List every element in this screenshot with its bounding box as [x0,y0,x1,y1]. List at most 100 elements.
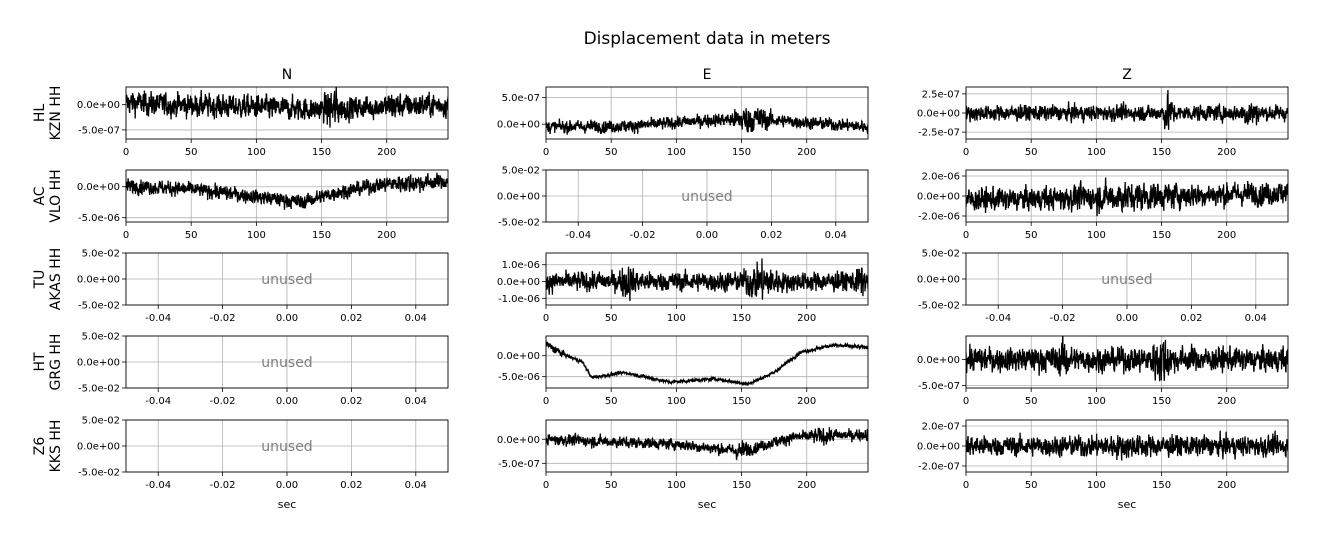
x-tick-label: -0.02 [210,396,236,407]
y-tick-label: 0.0e+00 [77,275,120,286]
y-tick-label: 5.0e-02 [922,249,960,260]
x-tick-label: 0 [963,230,969,241]
figure-title: Displacement data in meters [584,29,831,49]
x-tick-label: 0.02 [340,313,362,324]
panel-frame [965,335,1289,389]
y-tick-label: -5.0e-07 [918,381,960,392]
x-tick-label: 100 [667,147,686,158]
panel-r1-c1: unused -0.04 -0.02 0.00 0.02 0.04 5.0e-02 0.0e+… [497,166,869,241]
x-tick-label: 150 [732,480,751,491]
y-tick-label: 0.0e+00 [77,442,120,453]
row-label-station: KZN HH [48,86,64,141]
x-tick-label: 150 [1152,480,1171,491]
y-tick-label: 5.0e-02 [82,249,120,260]
x-tick-label: 100 [667,396,686,407]
y-tick-label: -5.0e-02 [498,218,540,229]
x-tick-label: 150 [312,147,331,158]
x-tick-label: 0 [543,480,549,491]
x-tick-label: -0.02 [630,230,656,241]
y-tick-label: 0.0e+00 [917,355,960,366]
x-tick-label: 150 [1152,396,1171,407]
x-tick-label: 200 [797,396,816,407]
x-tick-label: 0.04 [1245,313,1267,324]
y-tick-label: 5.0e-07 [502,93,540,104]
row-label-hl: HL KZN HH [32,86,64,141]
x-tick-label: 50 [1025,147,1038,158]
x-tick-label: -0.02 [210,480,236,491]
x-tick-label: 100 [1087,480,1106,491]
row-label-tu: TU AKAS HH [32,248,64,310]
panel-frame [545,335,869,389]
row-label-ht: HT GRG HH [32,334,64,391]
y-tick-label: -2.5e-07 [918,128,960,139]
panel-r2-c0: unused -0.04 -0.02 0.00 0.02 0.04 5.0e-02 0.0e+… [77,249,449,324]
x-tick-label: 200 [797,480,816,491]
y-tick-label: -5.0e-02 [78,468,120,479]
panel-frame [545,419,869,473]
x-tick-label: -0.02 [210,313,236,324]
panel-r4-c0: unused -0.04 -0.02 0.00 0.02 0.04 5.0e-02 0.0e+… [77,416,449,491]
y-tick-label: 1.0e-06 [502,260,540,271]
x-tick-label: 0 [123,147,129,158]
y-tick-label: 2.0e-07 [922,422,960,433]
row-label-network: HL [32,104,48,123]
row-label-station: VLO HH [48,169,64,222]
x-tick-label: 0.00 [276,480,298,491]
y-tick-label: 0.0e+00 [77,100,120,111]
y-tick-label: 0.0e+00 [917,192,960,203]
x-tick-label: 150 [312,230,331,241]
x-tick-label: 150 [732,313,751,324]
waveform-line [546,258,868,302]
y-tick-label: -1.0e-06 [498,294,540,305]
x-tick-label: 200 [797,147,816,158]
x-tick-label: 0 [123,230,129,241]
x-tick-label: 0.02 [760,230,782,241]
x-tick-label: 0.04 [825,230,847,241]
x-tick-label: 100 [1087,147,1106,158]
x-tick-label: 0.04 [405,313,427,324]
x-tick-label: 100 [1087,230,1106,241]
unused-label: unused [261,355,312,371]
x-tick-label: 50 [1025,396,1038,407]
panel-frame [125,169,449,223]
x-tick-label: 50 [185,230,198,241]
y-tick-label: 0.0e+00 [917,275,960,286]
y-tick-label: 0.0e+00 [497,351,540,362]
x-tick-label: 200 [1217,147,1236,158]
x-tick-label: 100 [247,147,266,158]
panel-r4-c2: 0 50 100 150 200 2.0e-07 0.0e+00 -2.0e-07 [917,419,1289,491]
x-tick-label: -0.04 [145,313,171,324]
row-label-network: HT [32,352,48,372]
column-title-z: Z [1122,67,1132,83]
x-tick-label: 150 [732,147,751,158]
panel-r1-c2: 0 50 100 150 200 2.0e-06 0.0e+00 -2.0e-06 [917,169,1289,241]
row-label-network: Z6 [32,437,48,456]
x-tick-label: 100 [667,480,686,491]
y-tick-label: -5.0e-06 [78,213,120,224]
x-tick-label: 100 [1087,396,1106,407]
waveform-line [546,108,868,135]
y-tick-label: 0.0e+00 [917,109,960,120]
x-tick-label: 200 [377,147,396,158]
waveform-line [966,336,1288,382]
column-title-e: E [703,67,712,83]
y-tick-label: 0.0e+00 [77,358,120,369]
y-tick-label: -2.0e-06 [918,212,960,223]
x-tick-label: 50 [1025,480,1038,491]
x-tick-label: 0.02 [340,480,362,491]
x-tick-label: 0 [963,396,969,407]
y-tick-label: 2.0e-06 [922,172,960,183]
panel-r3-c0: unused -0.04 -0.02 0.00 0.02 0.04 5.0e-02 0.0e+… [77,332,449,407]
x-tick-label: 50 [605,313,618,324]
row-label-network: TU [32,270,48,290]
unused-label: unused [681,189,732,205]
row-label-station: KKS HH [48,420,64,473]
x-tick-label: -0.04 [145,396,171,407]
panel-r2-c1: 0 50 100 150 200 1.0e-06 0.0e+00 -1.0e-06 [497,252,869,324]
x-axis-label-1: sec [698,498,717,511]
x-tick-label: 200 [1217,396,1236,407]
panel-r4-c1: 0 50 100 150 200 0.0e+00 -5.0e-07 [497,419,869,491]
unused-label: unused [261,272,312,288]
x-tick-label: 150 [732,396,751,407]
panel-r3-c1: 0 50 100 150 200 0.0e+00 -5.0e-06 [497,335,869,407]
